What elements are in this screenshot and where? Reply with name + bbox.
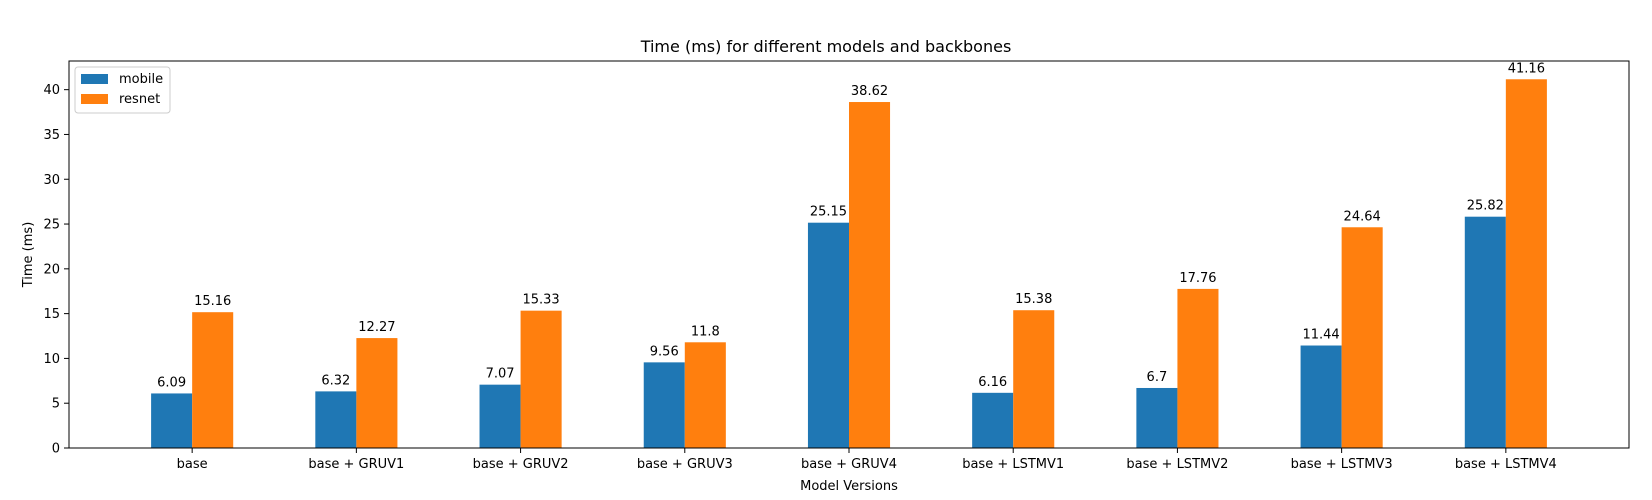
x-axis: base base + GRUV1 base + GRUV2 base + GRUV3… bbox=[177, 448, 1557, 472]
x-tick-label: base + LSTMV4 bbox=[1455, 457, 1557, 472]
bar-resnet-6 bbox=[1177, 288, 1219, 448]
x-tick-label: base + GRUV4 bbox=[801, 457, 897, 472]
y-tick-label: 35 bbox=[43, 128, 60, 143]
bar-label-resnet-8: 41.16 bbox=[1508, 61, 1545, 76]
legend: mobile resnet bbox=[74, 66, 171, 114]
y-axis-label: Time (ms) bbox=[21, 222, 36, 289]
x-tick-label: base + GRUV2 bbox=[473, 457, 569, 472]
x-tick-label: base bbox=[177, 457, 208, 472]
bar-label-mobile-7: 11.44 bbox=[1302, 328, 1339, 343]
bar-label-mobile-5: 6.16 bbox=[978, 375, 1007, 390]
bar-label-mobile-1: 6.32 bbox=[321, 373, 350, 388]
bar-resnet-3 bbox=[684, 342, 726, 448]
y-tick-label: 5 bbox=[52, 397, 60, 412]
y-tick-label: 40 bbox=[43, 83, 60, 98]
bar-label-resnet-6: 17.76 bbox=[1179, 271, 1216, 286]
bar-resnet-4 bbox=[849, 102, 891, 448]
bar-mobile-3 bbox=[643, 362, 685, 448]
bar-label-resnet-4: 38.62 bbox=[851, 84, 888, 99]
bar-label-mobile-4: 25.15 bbox=[810, 205, 847, 220]
bar-label-mobile-2: 7.07 bbox=[486, 367, 515, 382]
bar-mobile-4 bbox=[807, 222, 849, 448]
bar-resnet-0 bbox=[192, 312, 234, 448]
y-tick-label: 25 bbox=[43, 218, 60, 233]
y-tick-label: 20 bbox=[43, 262, 60, 277]
bar-mobile-6 bbox=[1136, 387, 1178, 448]
bar-mobile-0 bbox=[151, 393, 193, 448]
bar-label-resnet-7: 24.64 bbox=[1344, 209, 1381, 224]
y-tick-label: 10 bbox=[43, 352, 60, 367]
bar-label-mobile-6: 6.7 bbox=[1147, 370, 1168, 385]
bar-resnet-5 bbox=[1013, 310, 1055, 448]
bar-mobile-5 bbox=[972, 392, 1014, 448]
bar-resnet-7 bbox=[1341, 227, 1383, 448]
y-axis: 0 5 10 15 20 25 30 35 40 bbox=[43, 83, 69, 457]
bar-label-resnet-0: 15.16 bbox=[194, 294, 231, 309]
legend-label-resnet: resnet bbox=[119, 92, 160, 107]
bar-label-resnet-2: 15.33 bbox=[522, 293, 559, 308]
x-tick-label: base + GRUV3 bbox=[637, 457, 733, 472]
bar-resnet-2 bbox=[520, 310, 562, 448]
bars-group bbox=[151, 79, 1547, 449]
legend-label-mobile: mobile bbox=[119, 72, 163, 87]
bar-label-mobile-8: 25.82 bbox=[1467, 199, 1504, 214]
bar-labels-group: 6.09 15.16 6.32 12.27 7.07 15.33 9.56 11.8 25.15… bbox=[157, 61, 1545, 390]
y-tick-label: 0 bbox=[52, 442, 60, 457]
bar-mobile-8 bbox=[1464, 216, 1506, 448]
bar-label-resnet-3: 11.8 bbox=[691, 324, 720, 339]
bar-mobile-7 bbox=[1300, 345, 1342, 448]
bar-resnet-8 bbox=[1505, 79, 1547, 449]
legend-swatch-mobile bbox=[81, 74, 108, 84]
x-tick-label: base + LSTMV2 bbox=[1126, 457, 1228, 472]
bar-label-mobile-0: 6.09 bbox=[157, 375, 186, 390]
bar-resnet-1 bbox=[356, 338, 398, 448]
y-tick-label: 15 bbox=[43, 307, 60, 322]
legend-swatch-resnet bbox=[81, 94, 108, 104]
x-tick-label: base + LSTMV1 bbox=[962, 457, 1064, 472]
bar-label-resnet-1: 12.27 bbox=[358, 320, 395, 335]
x-tick-label: base + LSTMV3 bbox=[1291, 457, 1393, 472]
x-axis-label: Model Versions bbox=[800, 479, 898, 494]
bar-label-resnet-5: 15.38 bbox=[1015, 292, 1052, 307]
bar-label-mobile-3: 9.56 bbox=[650, 344, 679, 359]
chart-title: Time (ms) for different models and backb… bbox=[640, 37, 1012, 56]
y-tick-label: 30 bbox=[43, 173, 60, 188]
bar-mobile-2 bbox=[479, 384, 521, 448]
x-tick-label: base + GRUV1 bbox=[308, 457, 404, 472]
bar-mobile-1 bbox=[315, 391, 357, 448]
